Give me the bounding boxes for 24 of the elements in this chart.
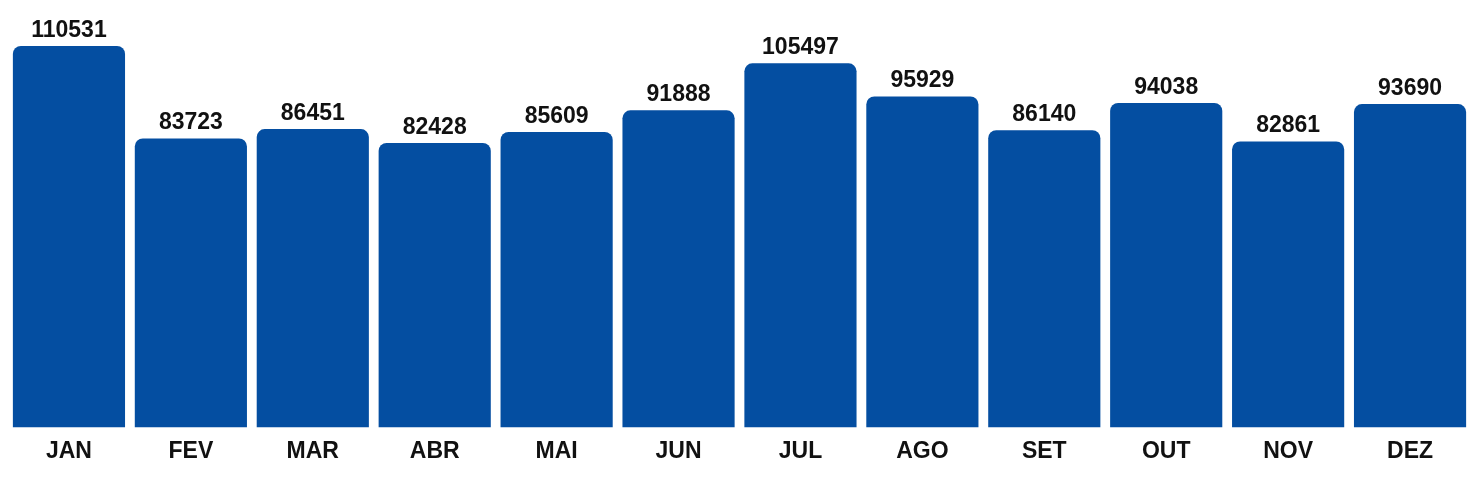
- x-tick-label: FEV: [168, 436, 214, 463]
- data-label: 85609: [524, 101, 589, 128]
- data-label: 94038: [1134, 72, 1199, 99]
- data-label: 93690: [1378, 73, 1443, 100]
- x-tick-label: JUN: [655, 436, 702, 463]
- x-tick-label: NOV: [1263, 436, 1314, 463]
- data-label: 95929: [890, 66, 955, 93]
- x-tick-label: AGO: [896, 436, 949, 463]
- data-label: 86140: [1012, 100, 1077, 127]
- data-label: 105497: [762, 33, 839, 60]
- data-label: 82861: [1256, 111, 1321, 138]
- data-label: 82428: [402, 112, 467, 139]
- data-label: 83723: [158, 108, 223, 135]
- data-label: 110531: [31, 15, 107, 42]
- x-tick-label: JUL: [778, 436, 823, 463]
- x-tick-label: OUT: [1141, 436, 1191, 463]
- data-label: 86451: [280, 98, 345, 125]
- x-tick-label: MAI: [535, 436, 578, 463]
- x-tick-label: JAN: [45, 436, 92, 463]
- x-tick-label: ABR: [409, 436, 461, 463]
- x-tick-label: DEZ: [1387, 436, 1434, 463]
- x-tick-label: SET: [1021, 436, 1067, 463]
- x-tick-label: MAR: [286, 436, 340, 463]
- data-label: 91888: [646, 80, 711, 107]
